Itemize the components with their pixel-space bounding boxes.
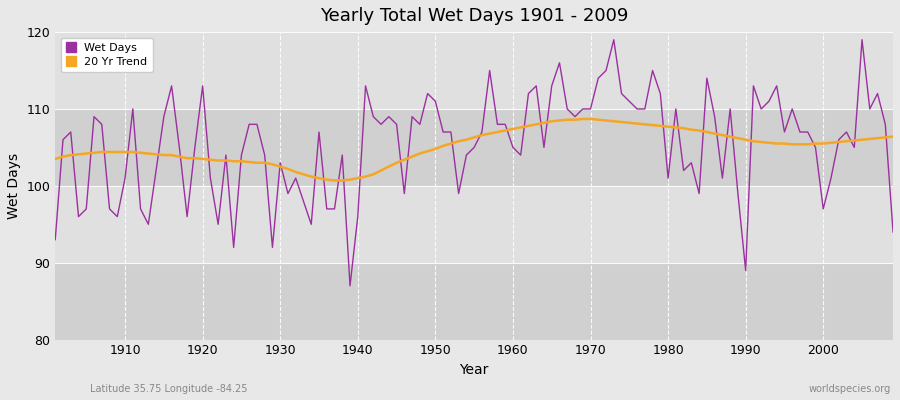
Bar	[55, 263, 893, 340]
Legend: Wet Days, 20 Yr Trend: Wet Days, 20 Yr Trend	[61, 38, 153, 72]
X-axis label: Year: Year	[460, 363, 489, 377]
Bar	[55, 109, 893, 186]
Text: Latitude 35.75 Longitude -84.25: Latitude 35.75 Longitude -84.25	[90, 384, 248, 394]
Y-axis label: Wet Days: Wet Days	[7, 153, 21, 219]
Title: Yearly Total Wet Days 1901 - 2009: Yearly Total Wet Days 1901 - 2009	[320, 7, 628, 25]
Text: worldspecies.org: worldspecies.org	[809, 384, 891, 394]
